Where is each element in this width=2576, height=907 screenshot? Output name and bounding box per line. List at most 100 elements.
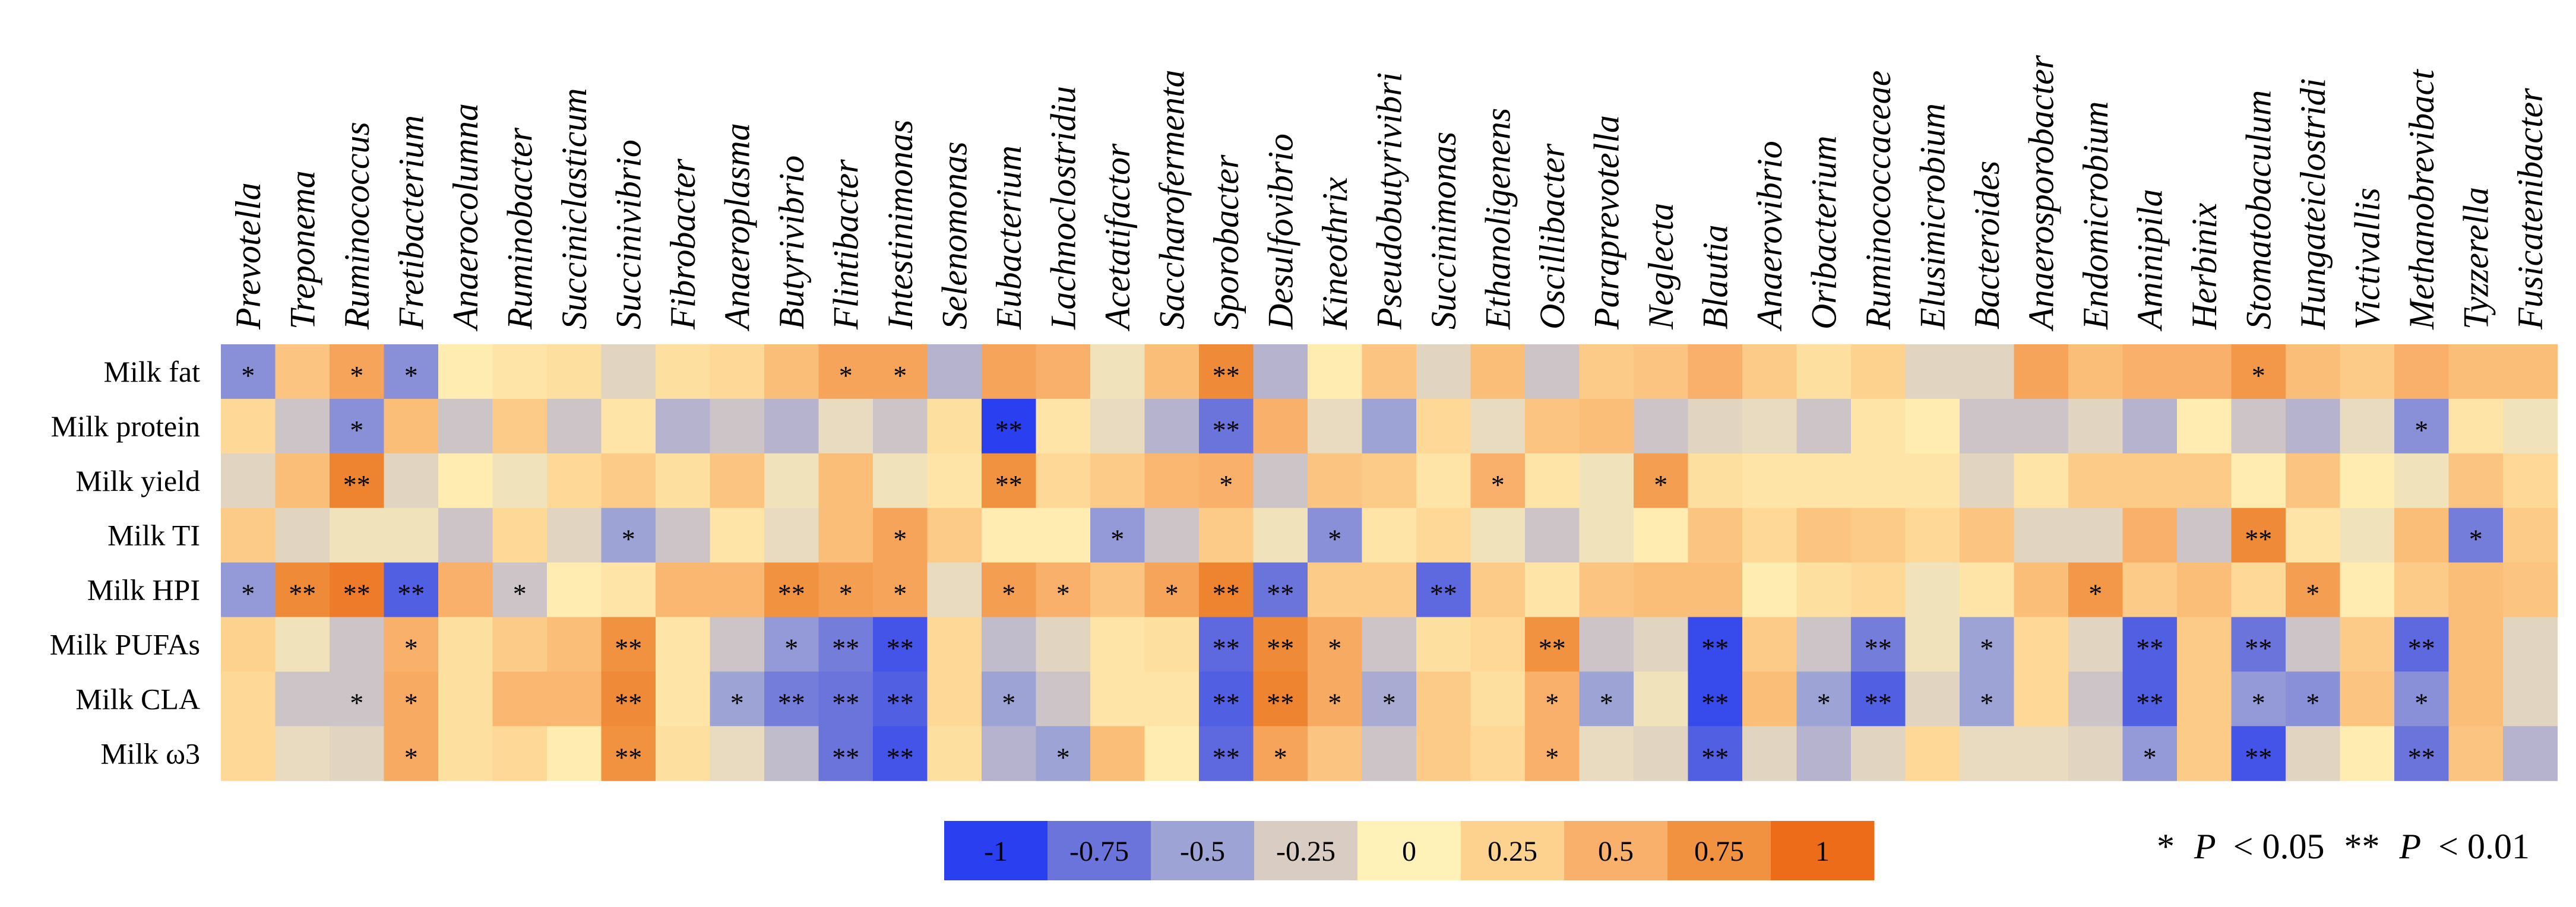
significance-mark: * — [622, 524, 635, 554]
heatmap-cell — [2286, 617, 2341, 672]
column-label: Succiniclasticum — [555, 88, 594, 329]
heatmap-cell — [2122, 726, 2178, 781]
heatmap-cell — [1960, 671, 2015, 727]
heatmap-cell — [1851, 617, 1906, 672]
heatmap-cell — [438, 398, 493, 454]
significance-mark: ** — [343, 470, 371, 500]
significance-mark: * — [2143, 742, 2157, 772]
heatmap-cell — [1688, 453, 1743, 509]
heatmap-cell — [2177, 398, 2232, 454]
heatmap-cell — [1960, 344, 2015, 399]
heatmap-cell — [710, 562, 765, 618]
heatmap-cell — [275, 453, 330, 509]
legend-swatch — [1254, 821, 1358, 880]
heatmap-cell — [710, 726, 765, 781]
sig-note-p2: P — [2399, 827, 2422, 866]
significance-mark: ** — [1539, 633, 1566, 663]
heatmap-cell — [1416, 344, 1471, 399]
heatmap-cell — [438, 453, 493, 509]
significance-mark: * — [1219, 470, 1233, 500]
heatmap-cell — [1144, 671, 1200, 727]
heatmap-cell — [1144, 726, 1200, 781]
heatmap-cell — [547, 453, 602, 509]
heatmap-cell — [1905, 508, 1960, 563]
column-label: Succinivibrio — [609, 139, 648, 329]
legend-swatch — [1151, 821, 1255, 880]
significance-mark: ** — [1267, 579, 1294, 609]
heatmap-cell — [982, 562, 1037, 618]
heatmap-cell — [927, 671, 982, 727]
significance-mark: ** — [2408, 633, 2435, 663]
significance-mark: ** — [832, 687, 859, 718]
heatmap-cell — [2340, 508, 2395, 563]
heatmap-cell — [221, 344, 276, 399]
heatmap-cell — [1742, 453, 1797, 509]
column-label: Treponema — [283, 170, 322, 329]
heatmap-cell — [764, 344, 819, 399]
heatmap-cell — [2231, 508, 2286, 563]
significance-mark: ** — [1267, 687, 1294, 718]
heatmap-cell — [1634, 453, 1689, 509]
heatmap-cell — [221, 398, 276, 454]
heatmap-cell — [1525, 617, 1580, 672]
heatmap-cell — [1416, 398, 1471, 454]
heatmap-cell — [1144, 508, 1200, 563]
heatmap-cell — [1036, 344, 1091, 399]
significance-mark: * — [1056, 742, 1070, 772]
heatmap-cell — [1199, 344, 1254, 399]
heatmap-cell — [1144, 562, 1200, 618]
heatmap-cell — [330, 726, 385, 781]
heatmap-cell — [927, 398, 982, 454]
column-label: Ethanoligenens — [1478, 108, 1517, 330]
heatmap-cell — [2448, 508, 2504, 563]
heatmap-cell — [1905, 671, 1960, 727]
heatmap-cell — [656, 398, 711, 454]
heatmap-cell — [1308, 617, 1363, 672]
significance-mark: * — [2414, 415, 2428, 445]
heatmap-cell — [764, 726, 819, 781]
column-label: Flintibacter — [826, 159, 865, 330]
column-label: Desulfovibrio — [1261, 134, 1300, 330]
column-label: Blautia — [1695, 224, 1735, 329]
heatmap-cell — [384, 344, 439, 399]
heatmap-cell — [818, 453, 874, 509]
heatmap-cell — [1742, 344, 1797, 399]
column-label: Anaerosporobacter — [2021, 55, 2061, 332]
legend-label: -0.75 — [1069, 836, 1129, 867]
sig-note-text1: < 0.05 — [2233, 827, 2325, 866]
heatmap-cell — [710, 453, 765, 509]
heatmap-cell — [1416, 508, 1471, 563]
heatmap-cell — [656, 344, 711, 399]
heatmap-cell — [438, 671, 493, 727]
significance-mark: * — [784, 633, 798, 663]
significance-mark: * — [1274, 742, 1287, 772]
column-label: Ruminococcus — [337, 122, 376, 330]
heatmap-cell — [1851, 508, 1906, 563]
heatmap-cell — [2394, 617, 2450, 672]
column-label: Bacteroides — [1967, 161, 2007, 329]
heatmap-cell — [2014, 562, 2069, 618]
heatmap-cell — [2122, 562, 2178, 618]
heatmap-cell — [710, 398, 765, 454]
heatmap-cell — [1308, 508, 1363, 563]
heatmap-cell — [2503, 617, 2558, 672]
heatmap-cell — [2340, 726, 2395, 781]
heatmap-cell — [1960, 453, 2015, 509]
column-label: Elusimicrobium — [1913, 103, 1952, 330]
heatmap-cell — [1960, 398, 2015, 454]
heatmap-cell — [927, 344, 982, 399]
heatmap-cell — [1253, 671, 1308, 727]
legend-label: 0 — [1402, 836, 1416, 867]
heatmap-cell — [1199, 398, 1254, 454]
column-label: Selenomonas — [935, 141, 974, 329]
heatmap-cell — [2503, 508, 2558, 563]
significance-mark: ** — [2245, 633, 2272, 663]
significance-mark: * — [1165, 579, 1179, 609]
significance-mark: ** — [1701, 633, 1729, 663]
heatmap-cell — [1308, 671, 1363, 727]
heatmap-cell — [1253, 617, 1308, 672]
heatmap-cell — [2068, 726, 2124, 781]
significance-mark: ** — [615, 687, 642, 718]
heatmap-cell — [710, 508, 765, 563]
